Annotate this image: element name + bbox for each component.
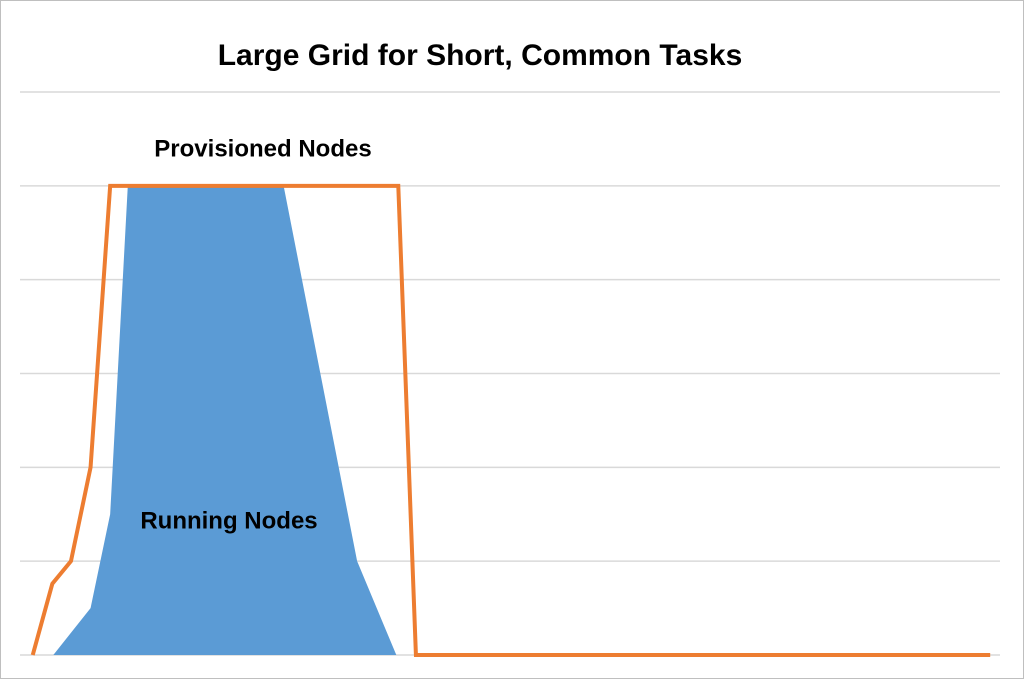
chart-title: Large Grid for Short, Common Tasks [218,39,743,72]
area [53,185,397,656]
series-label: Provisioned Nodes [154,135,371,162]
line [30,183,991,657]
series-label: Running Nodes [140,507,317,534]
